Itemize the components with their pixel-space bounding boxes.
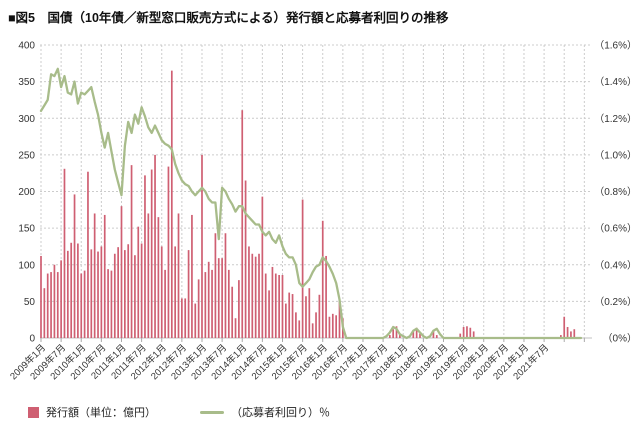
svg-text:（1.6%）: （1.6%）: [594, 40, 637, 52]
svg-text:300: 300: [18, 114, 35, 125]
svg-text:150: 150: [18, 224, 35, 235]
svg-text:（1.0%）: （1.0%）: [594, 149, 637, 161]
svg-text:350: 350: [18, 77, 35, 88]
yield-legend-label: （応募者利回り）％: [231, 407, 330, 419]
svg-text:（0.2%）: （0.2%）: [594, 296, 637, 308]
svg-text:（0.6%）: （0.6%）: [594, 223, 637, 235]
issuance-legend-swatch: [28, 406, 39, 418]
svg-text:100: 100: [18, 260, 35, 271]
svg-text:（0.8%）: （0.8%）: [594, 186, 637, 198]
chart-title: ■図5 国債（10年債／新型窓口販売方式による）発行額と応募者利回りの推移: [8, 11, 449, 25]
legend-item-issuance: 発行額（単位：億円）: [28, 404, 156, 420]
svg-text:（0%）: （0%）: [603, 333, 637, 345]
chart-legend: 発行額（単位：億円） （応募者利回り）％: [28, 404, 330, 420]
svg-text:（1.2%）: （1.2%）: [594, 113, 637, 125]
svg-text:250: 250: [18, 150, 35, 161]
svg-text:400: 400: [18, 41, 35, 52]
svg-text:50: 50: [24, 297, 36, 308]
svg-text:200: 200: [18, 187, 35, 198]
svg-text:0: 0: [29, 334, 35, 345]
svg-text:（1.4%）: （1.4%）: [594, 76, 637, 88]
issuance-legend-label: 発行額（単位：億円）: [46, 407, 156, 419]
chart-canvas: 0 50 100 150 200 250 300 350 400 （0%） （0.2%） （0.4%）…: [8, 40, 637, 383]
svg-text:（0.4%）: （0.4%）: [594, 259, 637, 271]
legend-item-yield: （応募者利回り）％: [200, 404, 330, 420]
yield-legend-line: [200, 410, 224, 414]
